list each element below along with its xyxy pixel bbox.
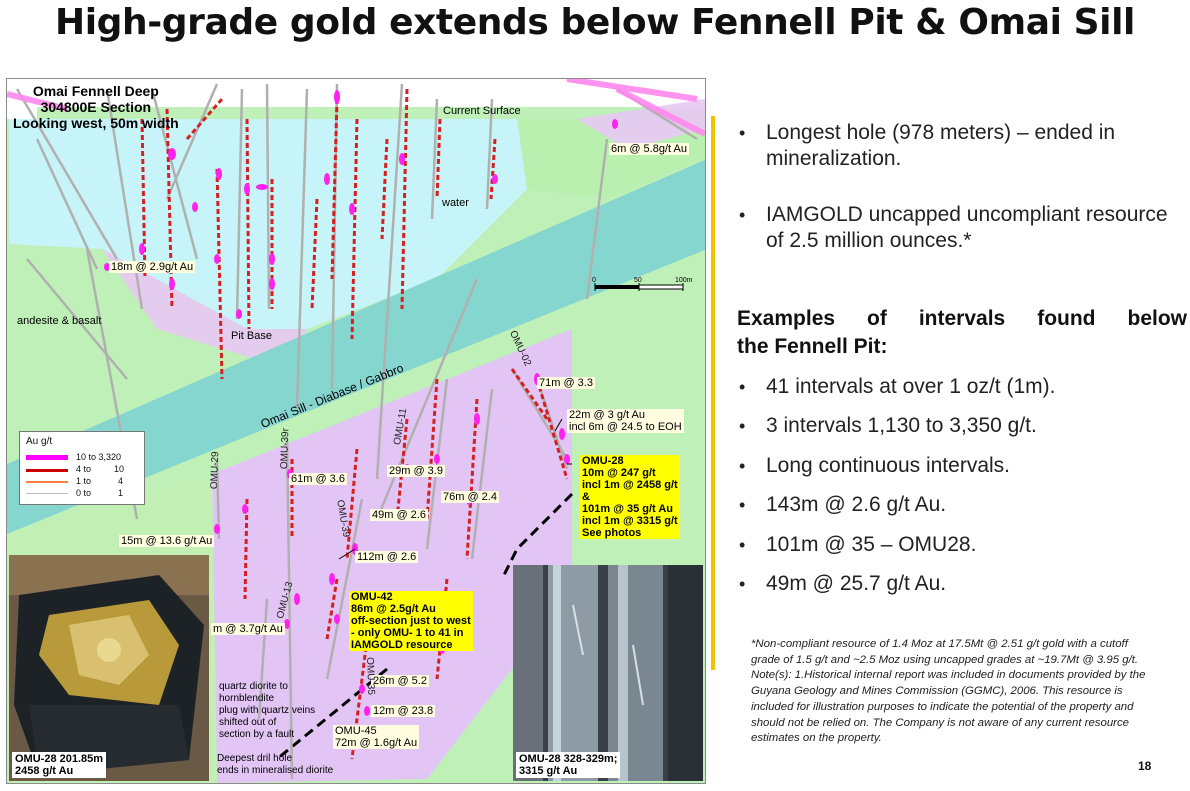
top-bullet-list: Longest hole (978 meters) – ended in min…	[737, 120, 1187, 254]
scale-tick-50: 50	[634, 277, 642, 284]
legend-label: 1 to	[76, 476, 92, 486]
core-photo-left-image	[9, 555, 209, 781]
intercept-label: 71m @ 3.3	[537, 377, 595, 389]
legend-swatch	[26, 469, 68, 472]
intercept-label: 76m @ 2.4	[441, 491, 499, 503]
intervals-bullet-list: 41 intervals at over 1 oz/t (1m). 3 inte…	[737, 374, 1187, 597]
intercept-label: 18m @ 2.9g/t Au	[109, 261, 196, 273]
bullet-item: 49m @ 25.7 g/t Au.	[737, 571, 1187, 597]
intercept-label: 6m @ 5.8g/t Au	[609, 143, 689, 155]
resource-footnote: *Non-compliant resource of 1.4 Moz at 17…	[751, 638, 1146, 745]
bullet-item: 3 intervals 1,130 to 3,350 g/t.	[737, 413, 1187, 439]
legend-row: 4 to 10	[26, 464, 142, 476]
intercept-label: 12m @ 23.8	[371, 705, 436, 717]
legend-label-high: 4	[118, 476, 124, 486]
legend-row: 0 to 1	[26, 488, 142, 500]
scale-bar	[594, 283, 684, 291]
core-photo-right-image	[513, 565, 703, 781]
section-title: Omai Fennell Deep 304800E Section Lookin…	[13, 83, 179, 131]
drill-holes	[15, 83, 698, 780]
pit-base-label: Pit Base	[231, 330, 272, 342]
legend-label-high: 10	[114, 464, 125, 474]
core-photo-left: OMU-28 201.85m 2458 g/t Au	[9, 555, 209, 781]
scale-tick-100: 100m	[675, 277, 693, 284]
core-photo-right: OMU-28 328-329m; 3315 g/t Au	[513, 565, 703, 781]
pit-water	[9, 119, 612, 329]
bullet-item: Longest hole (978 meters) – ended in min…	[737, 120, 1187, 172]
subheading-line: Examples of intervals found below	[737, 307, 1187, 330]
fault-line-lower	[276, 667, 388, 761]
andesite-label: andesite & basalt	[17, 315, 102, 327]
page-number: 18	[1138, 759, 1152, 773]
legend-label: 0 to	[76, 488, 92, 498]
intercept-label: 61m @ 3.6	[289, 473, 347, 485]
fault-line	[500, 492, 574, 580]
omai-sill-band	[7, 159, 705, 534]
accent-divider	[711, 116, 715, 670]
grade-legend: Au g/t 10 to 3,320 4 to 10 1 to 4 0 to 1	[19, 431, 145, 505]
section-title-line: Omai Fennell Deep	[32, 83, 159, 99]
hole-label-omu39r: OMU-39r	[279, 427, 292, 470]
hole-label-omu29: OMU-29	[209, 451, 222, 490]
omu42-highlight: OMU-42 86m @ 2.5g/t Au off-section just …	[349, 591, 473, 651]
section-title-line: 304800E Section	[40, 99, 152, 115]
legend-row: 10 to 3,320	[26, 452, 142, 464]
intercept-label: 49m @ 2.6	[370, 509, 428, 521]
quartz-diorite-label: quartz diorite to hornblendite plug with…	[219, 681, 316, 740]
legend-swatch	[26, 481, 68, 483]
intercept-label: 29m @ 3.9	[387, 465, 445, 477]
intercept-label-omu45: OMU-45 72m @ 1.6g/t Au	[333, 725, 420, 749]
slide-title: High-grade gold extends below Fennell Pi…	[54, 2, 1136, 43]
legend-swatch	[26, 493, 68, 494]
left-photo-caption: OMU-28 201.85m 2458 g/t Au	[12, 752, 107, 778]
current-surface-label: Current Surface	[443, 105, 521, 117]
intercept-label: 22m @ 3 g/t Au incl 6m @ 24.5 to EOH	[567, 409, 684, 433]
legend-title: Au g/t	[26, 436, 53, 447]
legend-label-high: 1	[118, 488, 124, 498]
intercept-label: 112m @ 2.6	[355, 551, 419, 563]
hole-label-omu35: OMU-35	[364, 657, 377, 696]
right-photo-caption: OMU-28 328-329m; 3315 g/t Au	[516, 752, 621, 778]
legend-row: 1 to 4	[26, 476, 142, 488]
high-grade-intervals	[104, 90, 618, 716]
intervals-subheading: Examples of intervals found below the Fe…	[737, 305, 1187, 361]
scale-tick-0: 0	[592, 277, 596, 284]
bullet-item: Long continuous intervals.	[737, 453, 1187, 479]
water-label: water	[442, 197, 469, 209]
intercept-label: 15m @ 13.6 g/t Au	[119, 535, 215, 547]
cross-section-diagram: Omai Fennell Deep 304800E Section Lookin…	[6, 78, 706, 784]
legend-label: 10 to 3,320	[76, 452, 122, 462]
bullet-item: 143m @ 2.6 g/t Au.	[737, 492, 1187, 518]
deepest-hole-label: Deepest dril hole ends in mineralised di…	[217, 753, 334, 776]
omu28-highlight: OMU-28 10m @ 247 g/t incl 1m @ 2458 g/t …	[580, 455, 680, 539]
section-title-line: Looking west, 50m width	[13, 115, 179, 131]
intercept-label: m @ 3.7g/t Au	[211, 623, 285, 635]
bullet-item: 101m @ 35 – OMU28.	[737, 532, 1187, 558]
subheading-line: the Fennell Pit:	[737, 335, 888, 358]
legend-label: 4 to	[76, 464, 92, 474]
legend-swatch	[26, 455, 68, 460]
bullet-item: 41 intervals at over 1 oz/t (1m).	[737, 374, 1187, 400]
intercept-label: 26m @ 5.2	[371, 675, 429, 687]
sky-area	[7, 79, 705, 107]
bullet-item: IAMGOLD uncapped uncompliant resource of…	[737, 202, 1187, 254]
